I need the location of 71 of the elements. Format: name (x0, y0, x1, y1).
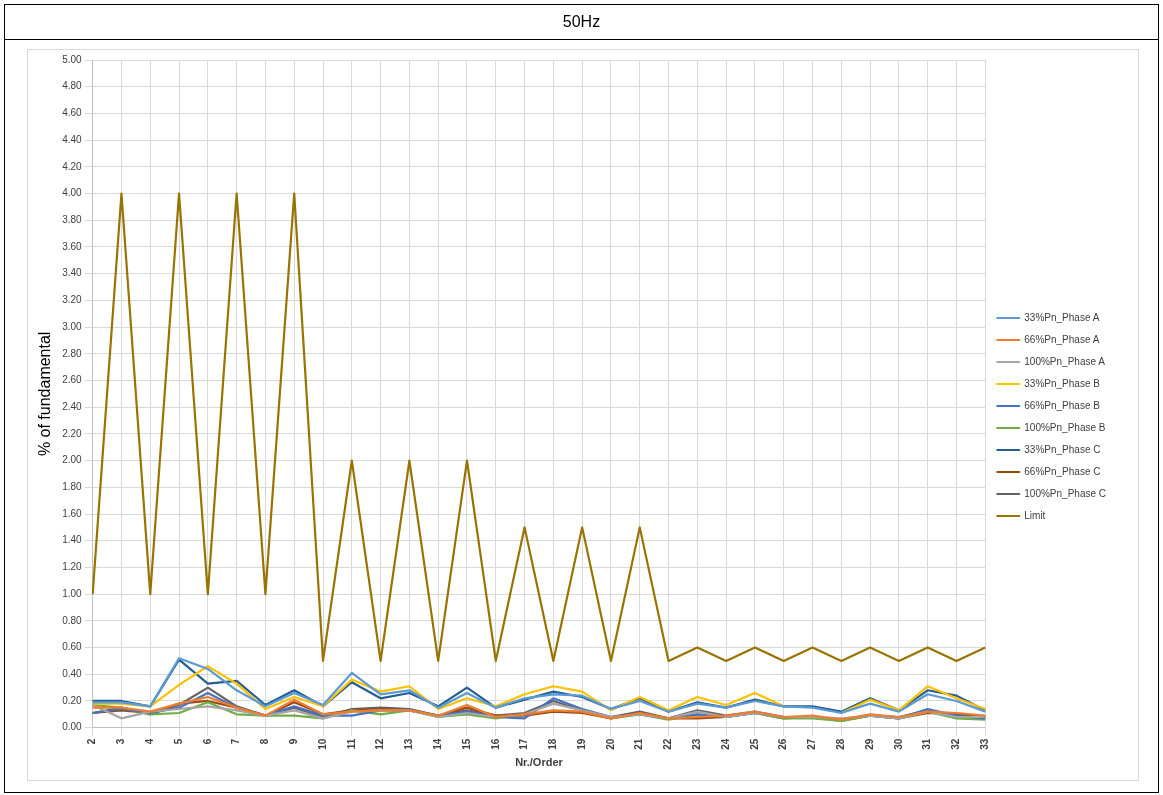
y-tick-label: 0.80 (62, 614, 83, 626)
y-tick-label: 4.40 (62, 133, 83, 145)
x-tick-label: 6 (201, 738, 213, 745)
y-tick-label: 2.80 (62, 347, 83, 359)
y-tick-label: 1.00 (62, 587, 83, 599)
x-tick-label: 9 (287, 738, 299, 745)
x-tick-label: 26 (777, 738, 789, 750)
x-tick-label: 32 (950, 738, 962, 750)
y-tick-label: 2.60 (62, 374, 83, 386)
x-tick-label: 15 (460, 738, 472, 750)
x-tick-label: 10 (316, 738, 328, 750)
x-tick-label: 13 (403, 738, 415, 750)
x-tick-label: 29 (863, 738, 875, 750)
x-tick-label: 22 (662, 738, 674, 750)
x-tick-label: 25 (748, 738, 760, 750)
legend-label: 100%Pn_Phase A (1024, 355, 1106, 367)
x-tick-label: 14 (431, 738, 443, 750)
y-tick-label: 2.20 (62, 427, 83, 439)
x-tick-label: 7 (230, 738, 242, 745)
y-tick-label: 3.00 (62, 320, 83, 332)
x-tick-label: 8 (259, 738, 271, 745)
legend-label: Limit (1024, 509, 1046, 521)
x-tick-label: 33 (979, 738, 991, 750)
legend-label: 33%Pn_Phase C (1024, 443, 1101, 455)
legend-label: 33%Pn_Phase B (1024, 377, 1101, 389)
y-tick-label: 5.00 (62, 53, 83, 65)
y-tick-label: 0.00 (62, 721, 83, 733)
y-tick-label: 4.20 (62, 160, 83, 172)
legend-label: 66%Pn_Phase C (1024, 465, 1101, 477)
x-tick-label: 2 (86, 738, 98, 745)
chart-title: 50Hz (5, 5, 1158, 40)
legend-label: 100%Pn_Phase C (1024, 487, 1107, 499)
x-tick-label: 3 (115, 738, 127, 745)
y-tick-label: 1.40 (62, 534, 83, 546)
x-tick-label: 17 (518, 738, 530, 750)
legend-label: 100%Pn_Phase B (1024, 421, 1106, 433)
x-tick-label: 11 (345, 738, 357, 750)
y-tick-label: 0.20 (62, 694, 83, 706)
y-axis-title: % of fundamental (36, 331, 54, 457)
x-tick-label: 18 (547, 738, 559, 750)
y-tick-label: 3.60 (62, 240, 83, 252)
x-tick-label: 16 (489, 738, 501, 750)
y-tick-label: 0.40 (62, 668, 83, 680)
legend-label: 66%Pn_Phase B (1024, 399, 1101, 411)
x-tick-label: 28 (835, 738, 847, 750)
y-tick-label: 2.00 (62, 454, 83, 466)
x-tick-label: 21 (633, 738, 645, 750)
y-tick-label: 3.20 (62, 294, 83, 306)
y-tick-label: 3.80 (62, 213, 83, 225)
y-tick-label: 0.60 (62, 641, 83, 653)
y-tick-label: 3.40 (62, 267, 83, 279)
x-tick-label: 5 (172, 738, 184, 745)
x-tick-label: 23 (691, 738, 703, 750)
x-tick-label: 19 (575, 738, 587, 750)
y-tick-label: 2.40 (62, 400, 83, 412)
legend-label: 33%Pn_Phase A (1024, 311, 1100, 323)
y-tick-label: 1.60 (62, 507, 83, 519)
x-tick-label: 31 (921, 738, 933, 750)
legend-label: 66%Pn_Phase A (1024, 333, 1100, 345)
y-tick-label: 4.00 (62, 187, 83, 199)
x-tick-label: 27 (806, 738, 818, 750)
y-tick-label: 4.80 (62, 80, 83, 92)
x-tick-label: 30 (892, 738, 904, 750)
x-axis-title: Nr./Order (515, 756, 564, 769)
x-tick-label: 20 (604, 738, 616, 750)
x-tick-label: 24 (719, 738, 731, 750)
x-tick-label: 4 (144, 738, 155, 745)
y-tick-label: 4.60 (62, 107, 83, 119)
y-tick-label: 1.20 (62, 561, 83, 573)
x-tick-label: 12 (374, 738, 386, 750)
y-tick-label: 1.80 (62, 481, 83, 493)
